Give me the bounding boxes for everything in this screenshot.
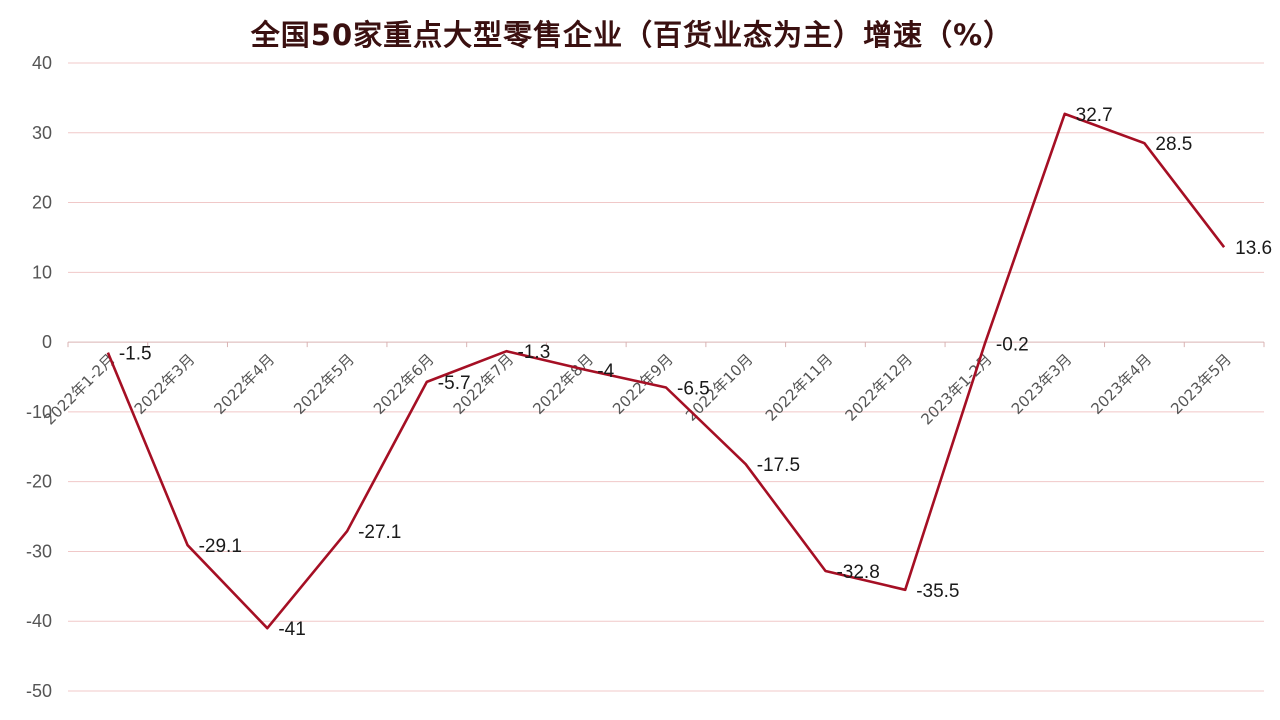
data-label: -32.8 bbox=[836, 562, 879, 583]
data-label: -0.2 bbox=[996, 335, 1029, 356]
x-tick-label: 2023年5月 bbox=[1167, 350, 1235, 418]
x-tick-label: 2023年1-2月 bbox=[917, 350, 995, 428]
data-label: -1.3 bbox=[518, 342, 551, 363]
y-tick-label: -20 bbox=[26, 472, 52, 492]
data-label: -27.1 bbox=[358, 522, 401, 543]
y-tick-label: -30 bbox=[26, 541, 52, 561]
y-tick-label: 30 bbox=[32, 123, 52, 143]
data-label: 28.5 bbox=[1155, 134, 1192, 155]
y-tick-label: 10 bbox=[32, 262, 52, 282]
chart-title: 全国50家重点大型零售企业（百货业态为主）增速（%） bbox=[250, 18, 1014, 52]
series-line-layer bbox=[106, 112, 1226, 630]
data-label: -4 bbox=[597, 361, 614, 382]
x-tick-label: 2023年3月 bbox=[1008, 350, 1076, 418]
data-label: -41 bbox=[278, 619, 305, 640]
data-label: -17.5 bbox=[757, 455, 800, 476]
data-label: -6.5 bbox=[677, 378, 710, 399]
y-axis-tick-labels: 40 30 20 10 0 -10 -20 -30 -40 -50 bbox=[26, 53, 52, 701]
x-axis-tick-labels: 2022年1-2月 2022年3月 2022年4月 2022年5月 2022年6月 202… bbox=[40, 350, 1235, 428]
x-tick-label: 2022年5月 bbox=[290, 350, 358, 418]
grid-lines bbox=[68, 62, 1264, 692]
x-tick-label: 2022年4月 bbox=[210, 350, 278, 418]
data-label: -1.5 bbox=[119, 344, 152, 365]
y-tick-label: -40 bbox=[26, 611, 52, 631]
x-tick-label: 2022年11月 bbox=[762, 350, 836, 424]
x-tick-label: 2022年1-2月 bbox=[40, 350, 118, 428]
x-axis bbox=[67, 341, 1265, 348]
data-label: 13.6 bbox=[1235, 238, 1272, 259]
data-label: -5.7 bbox=[438, 373, 471, 394]
data-label: -35.5 bbox=[916, 581, 959, 602]
series-line bbox=[106, 112, 1226, 630]
data-label: -29.1 bbox=[199, 536, 242, 557]
y-tick-label: 40 bbox=[32, 53, 52, 73]
x-tick-label: 2022年6月 bbox=[370, 350, 438, 418]
y-tick-label: -10 bbox=[26, 402, 52, 422]
y-tick-label: 0 bbox=[42, 332, 52, 352]
data-label: 32.7 bbox=[1076, 105, 1113, 126]
x-tick-label: 2022年12月 bbox=[842, 350, 916, 424]
y-tick-label: -50 bbox=[26, 681, 52, 701]
y-tick-label: 20 bbox=[32, 193, 52, 213]
x-tick-label: 2022年9月 bbox=[609, 350, 677, 418]
data-labels: -1.5 -29.1 -41 -27.1 -5.7 -1.3 -4 -6.5 -17.5 -32.… bbox=[119, 105, 1272, 640]
x-tick-label: 2023年4月 bbox=[1088, 350, 1156, 418]
